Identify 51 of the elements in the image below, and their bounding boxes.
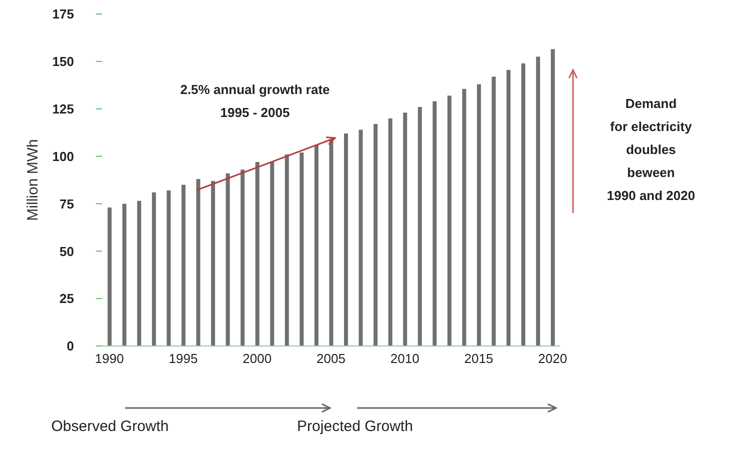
- bar: [226, 173, 230, 346]
- bar: [388, 118, 392, 346]
- bar: [181, 184, 186, 346]
- bar: [196, 179, 200, 346]
- bar: [403, 112, 408, 346]
- y-tick-label: 25: [60, 291, 74, 306]
- bar: [506, 70, 511, 346]
- bar: [300, 152, 304, 346]
- text: Demand for electricity doubles beween 1990 and 2020: [606, 95, 696, 205]
- bar: [550, 49, 555, 346]
- bar: [329, 139, 334, 346]
- y-tick-label: 125: [52, 101, 74, 116]
- bar: [166, 190, 171, 346]
- y-tick-label: 75: [60, 196, 74, 212]
- bar: [476, 84, 481, 346]
- bar: [536, 56, 540, 346]
- x-tick-label: 2010: [390, 351, 420, 366]
- y-tick-label: 0: [66, 338, 74, 354]
- x-tick-label: 2000: [242, 351, 272, 366]
- text: Projected Growth: [296, 418, 414, 436]
- bar: [240, 170, 245, 346]
- bar: [521, 63, 526, 346]
- bar: [211, 180, 216, 346]
- bar: [358, 130, 363, 346]
- bar: [122, 204, 126, 346]
- bar: [492, 76, 496, 346]
- text: Observed Growth: [50, 418, 170, 436]
- x-tick-label: 2005: [316, 351, 346, 366]
- y-tick-label: 50: [60, 244, 74, 259]
- x-tick-label: 1995: [168, 351, 198, 366]
- y-axis-title: Million MWh: [24, 139, 42, 221]
- bar: [284, 154, 289, 346]
- bar: [418, 106, 422, 346]
- y-tick-label: 150: [52, 54, 74, 70]
- bar: [462, 88, 466, 346]
- bar: [374, 124, 378, 346]
- y-tick-label: 100: [52, 148, 74, 164]
- x-tick-label: 2015: [464, 351, 494, 366]
- x-tick-label: 1990: [94, 351, 124, 366]
- bar: [432, 101, 437, 346]
- bar: [152, 192, 156, 346]
- bar: [108, 208, 112, 346]
- bar: [270, 162, 274, 346]
- bar: [447, 96, 452, 346]
- annotation: 2.5% annual growth rate 1995 - 2005: [179, 81, 331, 122]
- bar: [255, 162, 260, 346]
- y-tick-label: 175: [52, 6, 74, 22]
- bar: [344, 134, 348, 346]
- bar: [314, 144, 318, 346]
- x-tick-label: 2020: [538, 351, 568, 366]
- bar: [137, 200, 142, 346]
